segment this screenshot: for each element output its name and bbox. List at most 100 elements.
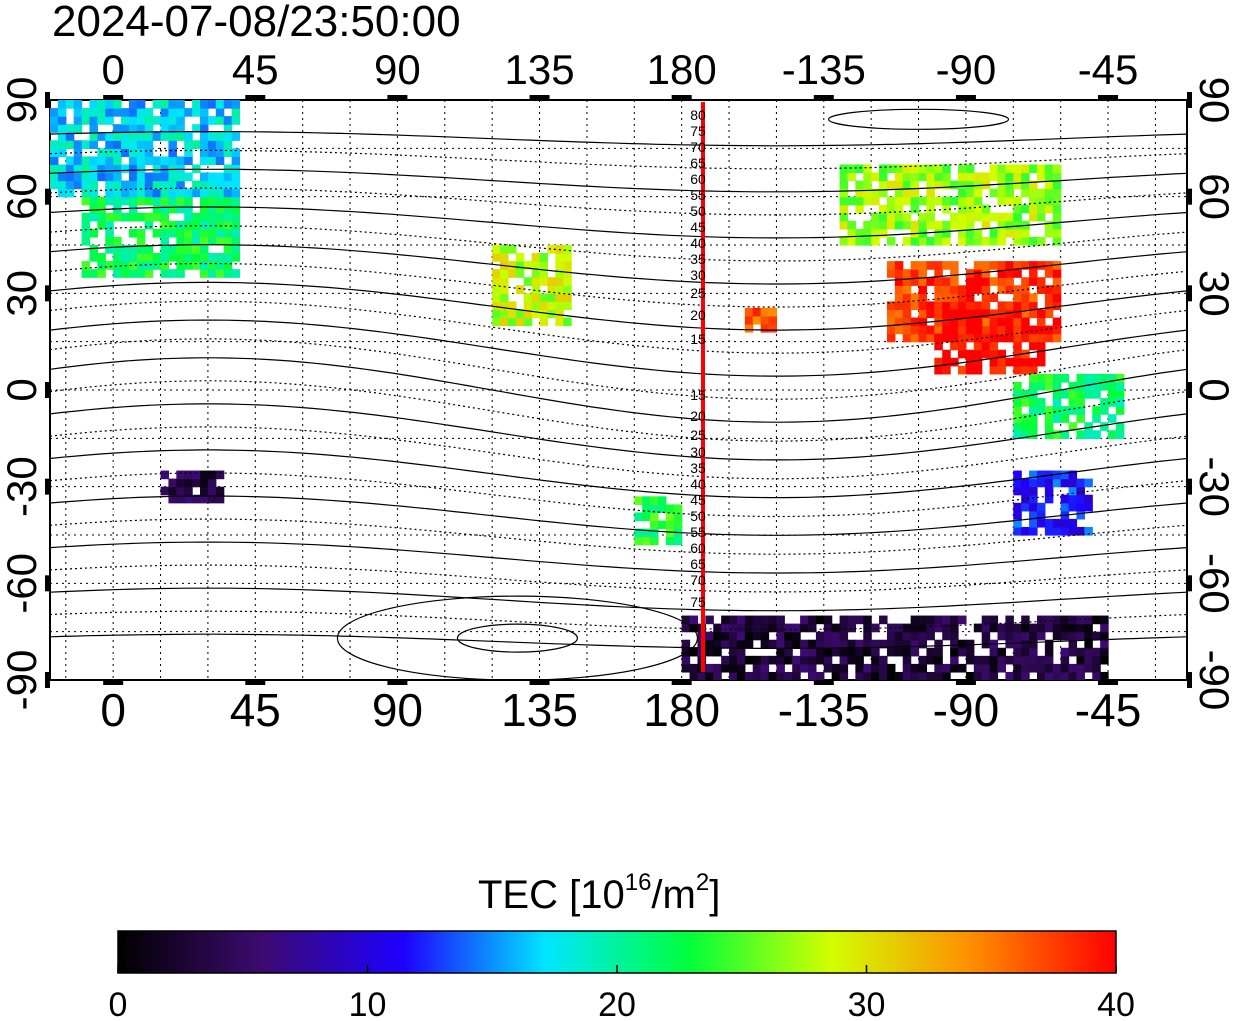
tec-cell [81,108,91,117]
tec-cell [886,333,896,343]
tec-cell [73,140,83,149]
tec-cell [176,196,185,206]
tec-cell [729,615,738,625]
tec-cell [823,631,833,641]
tec-cell [1044,671,1054,680]
tec-cell [128,228,138,238]
tec-cell [634,528,643,538]
tec-cell [89,228,98,238]
tec-cell [168,188,177,198]
tec-cell [215,188,225,198]
tec-cell [910,647,920,657]
tec-cell [760,639,770,649]
tec-region [634,496,683,546]
tec-cell [168,253,177,262]
tec-cell [665,504,675,514]
tec-cell [894,261,904,270]
tec-cell [144,245,154,254]
tec-cell [50,164,59,174]
tec-cell [563,285,572,294]
tec-cell [934,172,943,182]
tec-cell [1052,164,1062,174]
tec-cell [918,277,928,286]
tec-cell [89,212,98,222]
tec-cell [910,623,920,633]
tec-cell [1036,317,1046,327]
tec-cell [744,323,754,333]
tec-cell [997,623,1006,633]
tec-cell [1029,204,1038,214]
tec-cell [223,228,233,238]
tec-cell [1052,220,1062,230]
tec-cell [729,671,738,680]
tec-cell [918,655,928,665]
tec-cell [997,228,1006,238]
tec-cell [73,164,83,174]
tec-cell [1036,212,1046,222]
tec-cell [1036,671,1046,680]
tec-cell [168,108,177,117]
top-x-axis: 0 45 90 135 180 -135 -90 -45 [101,46,1138,93]
tec-cell [736,663,746,673]
tec-cell [1021,615,1030,625]
tec-cell [950,325,959,335]
top-frame-tick [245,95,266,100]
tec-cell [894,671,904,680]
tec-cell [886,631,896,641]
tec-cell [681,655,691,665]
tec-cell [113,236,122,246]
tec-cell [113,180,122,190]
tec-cell [1052,671,1062,680]
tec-cell [1021,357,1030,367]
chart-title: 2024-07-08/23:50:00 [52,0,461,46]
tec-cell [673,520,683,530]
tec-cell [926,188,935,198]
tec-cell [965,277,975,286]
tec-cell [531,301,541,311]
tec-cell [902,269,912,278]
tec-cell [1013,341,1022,351]
tec-cell [839,655,849,665]
tec-cell [689,615,699,625]
bottom-x-tick-label: 135 [501,684,578,736]
tec-cell [128,164,138,174]
tec-cell [847,655,856,665]
tec-cell [847,623,856,633]
tec-cell [547,285,556,294]
tec-cell [1044,655,1054,665]
tec-cell [808,663,817,673]
tec-cell [894,277,904,286]
tec-cell [918,285,928,294]
tec-cell [958,196,967,206]
tec-cell [168,245,177,254]
tec-cell [886,164,896,174]
tec-cell [871,639,880,649]
tec-cell [144,132,154,141]
tec-cell [886,269,896,278]
tec-cell [1036,663,1046,673]
tec-cell [121,188,130,198]
tec-cell [1013,220,1022,230]
tec-cell [1013,663,1022,673]
left-frame-tick [45,285,50,302]
tec-cell [831,639,841,649]
tec-cell [981,349,991,359]
tec-cell [918,220,928,230]
tec-cell [1013,526,1022,536]
tec-cell [989,333,999,343]
tec-cell [950,341,959,351]
tec-cell [1068,486,1078,496]
tec-cell [1029,261,1038,270]
tec-cell [1013,623,1022,633]
tec-cell [176,188,185,198]
tec-cell [839,164,849,174]
tec-cell [152,204,162,214]
tec-cell [523,309,533,319]
tec-cell [231,116,241,125]
tec-cell [1013,285,1022,294]
tec-cell [1021,422,1030,431]
contour-label: 15 [690,387,706,403]
tec-cell [128,156,138,166]
bottom-frame-tick [1098,680,1119,685]
tec-cell [752,615,762,625]
